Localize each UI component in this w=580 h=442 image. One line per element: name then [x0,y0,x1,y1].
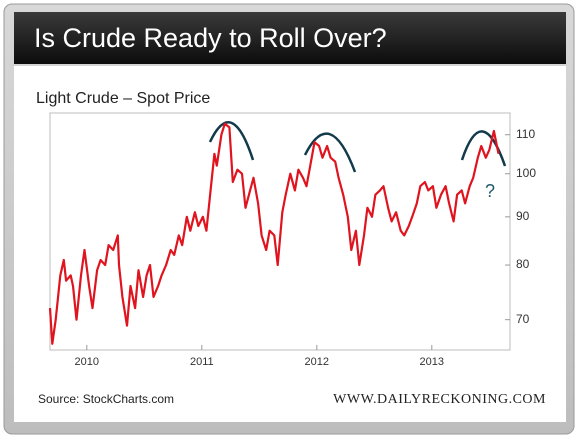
source: Source: StockCharts.com [38,392,174,406]
x-tick-label: 2012 [305,356,329,368]
arc [460,130,507,167]
y-tick-label: 80 [516,257,530,271]
y-tick-label: 100 [516,166,536,180]
plot-frame [49,112,511,351]
arc [303,132,357,173]
chart-title: Is Crude Ready to Roll Over? [34,23,387,53]
y-tick-label: 110 [516,127,535,141]
brand: WWW.DAILYRECKONING.COM [333,392,546,407]
arc [208,121,255,161]
annotation: ? [485,181,495,201]
y-tick-label: 70 [516,312,530,326]
title-bar [14,12,566,64]
subtitle: Light Crude – Spot Price [36,90,210,107]
panel [14,66,566,422]
x-tick-label: 2010 [75,356,99,368]
price-line [48,122,500,345]
x-tick-label: 2013 [420,356,444,368]
x-tick-label: 2011 [190,356,214,368]
y-tick-label: 90 [516,209,530,223]
